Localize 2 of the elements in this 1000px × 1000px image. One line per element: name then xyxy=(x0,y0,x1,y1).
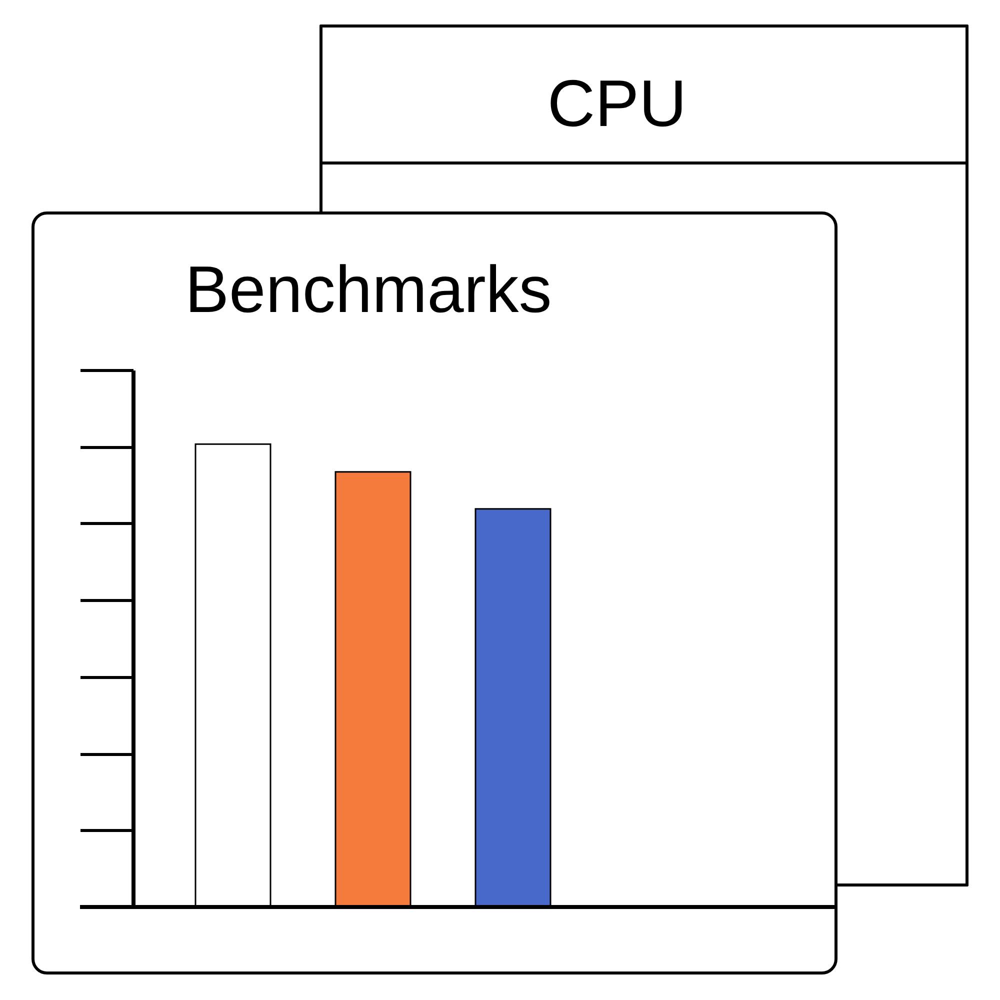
chart-title: Benchmarks xyxy=(185,252,552,326)
text: CPU xyxy=(547,66,687,140)
